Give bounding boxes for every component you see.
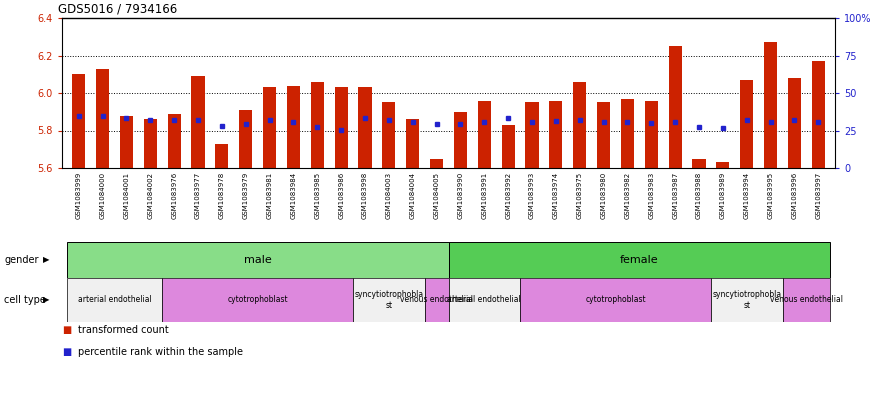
Text: percentile rank within the sample: percentile rank within the sample (78, 347, 242, 356)
Bar (191, 76, 204, 168)
Text: GDS5016 / 7934166: GDS5016 / 7934166 (58, 2, 177, 15)
Text: syncytiotrophobla
st: syncytiotrophobla st (712, 290, 781, 310)
Text: GSM1083991: GSM1083991 (481, 172, 488, 219)
Bar (96, 69, 109, 168)
Text: female: female (620, 255, 658, 265)
Bar (311, 82, 324, 168)
Bar (621, 99, 634, 168)
Text: ▶: ▶ (42, 255, 49, 264)
Text: GSM1083997: GSM1083997 (815, 172, 821, 219)
Bar (263, 87, 276, 168)
Bar (788, 78, 801, 168)
Bar (454, 112, 467, 168)
Bar (335, 87, 348, 168)
Text: venous endothelial: venous endothelial (770, 296, 843, 305)
Text: cytotrophoblast: cytotrophoblast (227, 296, 288, 305)
Text: GSM1084003: GSM1084003 (386, 172, 392, 219)
Text: GSM1083978: GSM1083978 (219, 172, 225, 219)
Bar (239, 110, 252, 168)
Text: GSM1083986: GSM1083986 (338, 172, 344, 219)
Bar (66, 278, 162, 322)
Bar (353, 278, 425, 322)
Bar (812, 61, 825, 168)
Bar (597, 102, 610, 168)
Text: gender: gender (4, 255, 39, 265)
Bar (668, 46, 681, 168)
Text: GSM1083989: GSM1083989 (720, 172, 726, 219)
Bar (215, 143, 228, 168)
Text: syncytiotrophobla
st: syncytiotrophobla st (354, 290, 423, 310)
Bar (764, 42, 777, 168)
Bar (406, 119, 419, 168)
Text: GSM1083988: GSM1083988 (696, 172, 702, 219)
Text: ■: ■ (62, 325, 72, 335)
Text: GSM1083983: GSM1083983 (649, 172, 654, 219)
Text: GSM1083999: GSM1083999 (76, 172, 81, 219)
Text: GSM1083975: GSM1083975 (577, 172, 582, 219)
Text: arterial endothelial: arterial endothelial (78, 296, 151, 305)
Bar (430, 159, 443, 168)
Bar (119, 116, 133, 168)
Text: GSM1083976: GSM1083976 (171, 172, 177, 219)
Text: male: male (243, 255, 272, 265)
Bar (162, 278, 353, 322)
Bar (358, 87, 372, 168)
Bar (73, 74, 85, 168)
Text: GSM1084004: GSM1084004 (410, 172, 416, 219)
Bar (645, 101, 658, 168)
Text: GSM1084000: GSM1084000 (99, 172, 105, 219)
Text: cytotrophoblast: cytotrophoblast (585, 296, 646, 305)
Text: GSM1083981: GSM1083981 (266, 172, 273, 219)
Bar (520, 278, 711, 322)
Text: GSM1083998: GSM1083998 (362, 172, 368, 219)
Text: GSM1083992: GSM1083992 (505, 172, 512, 219)
Bar (425, 278, 449, 322)
Text: GSM1083993: GSM1083993 (529, 172, 535, 219)
Bar (449, 242, 830, 278)
Bar (167, 114, 181, 168)
Text: GSM1084001: GSM1084001 (123, 172, 129, 219)
Text: GSM1083982: GSM1083982 (625, 172, 630, 219)
Text: GSM1083977: GSM1083977 (195, 172, 201, 219)
Text: GSM1083984: GSM1083984 (290, 172, 296, 219)
Text: GSM1083995: GSM1083995 (767, 172, 773, 219)
Bar (287, 86, 300, 168)
Bar (692, 159, 705, 168)
Bar (478, 101, 491, 168)
Text: GSM1083980: GSM1083980 (601, 172, 606, 219)
Bar (573, 82, 586, 168)
Bar (782, 278, 830, 322)
Text: ▶: ▶ (42, 296, 49, 305)
Text: GSM1084002: GSM1084002 (147, 172, 153, 219)
Text: GSM1083990: GSM1083990 (458, 172, 464, 219)
Bar (66, 242, 449, 278)
Text: GSM1083985: GSM1083985 (314, 172, 320, 219)
Bar (526, 102, 539, 168)
Text: venous endothelial: venous endothelial (400, 296, 473, 305)
Bar (449, 278, 520, 322)
Bar (550, 101, 563, 168)
Text: cell type: cell type (4, 295, 46, 305)
Text: GSM1084005: GSM1084005 (434, 172, 440, 219)
Bar (716, 162, 729, 168)
Bar (502, 125, 515, 168)
Bar (740, 80, 753, 168)
Bar (711, 278, 782, 322)
Text: GSM1083994: GSM1083994 (743, 172, 750, 219)
Text: ■: ■ (62, 347, 72, 356)
Bar (382, 102, 396, 168)
Text: GSM1083974: GSM1083974 (553, 172, 558, 219)
Bar (143, 119, 157, 168)
Text: arterial endothelial: arterial endothelial (448, 296, 521, 305)
Text: GSM1083987: GSM1083987 (672, 172, 678, 219)
Text: GSM1083979: GSM1083979 (242, 172, 249, 219)
Text: transformed count: transformed count (78, 325, 169, 335)
Text: GSM1083996: GSM1083996 (791, 172, 797, 219)
